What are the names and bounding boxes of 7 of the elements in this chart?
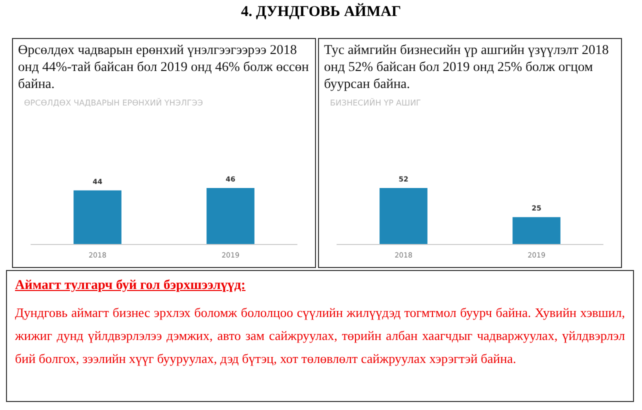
chart-title: БИЗНЕСИЙН ҮР АШИГ xyxy=(330,98,422,108)
text: Аймагт тулгарч буй гол бэрхшээлүүд: xyxy=(15,277,247,293)
chart-subtitle: Өрсөлдөх чадварын ерөнхий үнэлгээгээрээ 2018 онд 44%-тай байсан бол 2019 онд 46% болж өссөн байна. xyxy=(17,41,310,92)
chart-title: ӨРСӨЛДӨХ ЧАДВАРЫН ЕРӨНХИЙ ҮНЭЛГЭЭ xyxy=(24,98,204,108)
chart-subtitle: Тус аймгийн бизнесийн үр ашгийн үзүүлэлт 2018 онд 52% байсан бол 2019 онд 25% болж огцом буурсан байна. xyxy=(323,41,610,92)
text: 4. ДУНДГОВЬ АЙМАГ xyxy=(240,4,402,21)
text: Дундговь аймагт бизнес эрхлэх боломж бололцоо сүүлийн жилүүдэд тогмтмол буурч байна. Хувийн хэвшил, жижиг дунд үйлдвэрлэлээ дэмжих, авто зам сайжруулах, төрийн албан хаагчдыг чадваржуулах, үйлдвэрлэл бий болгох, зээлийн хүүг бууруулах, дэд бүтэц, хот төлөвлөлт сайжруулах хэрэгтэй байна. xyxy=(15,304,625,368)
